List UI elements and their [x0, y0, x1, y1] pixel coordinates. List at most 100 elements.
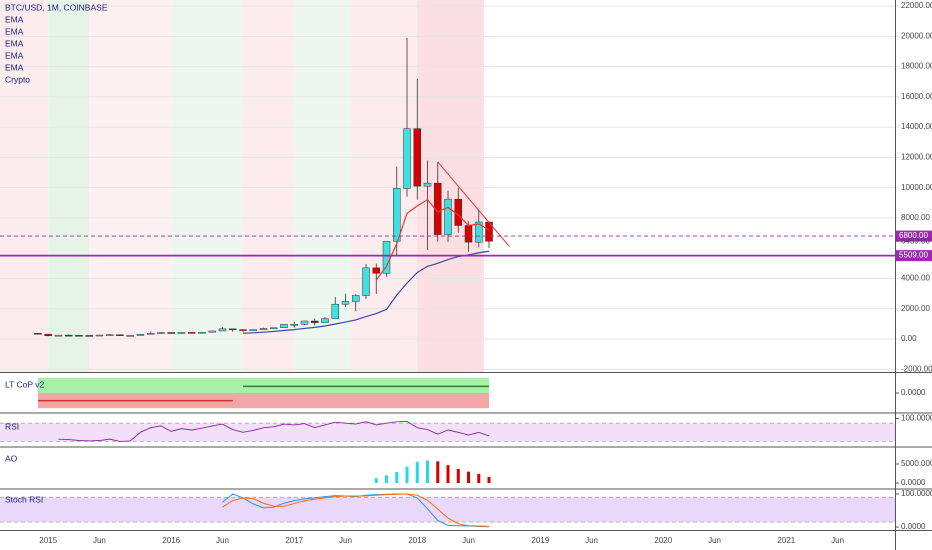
trendline — [437, 161, 510, 248]
candle-body — [269, 327, 278, 329]
ao-bar — [436, 461, 440, 484]
x-tick-label: 2016 — [162, 536, 180, 545]
candle-body — [259, 328, 268, 331]
candle-body — [157, 332, 165, 334]
y-tick-label: 10000.00 — [901, 183, 932, 192]
y-tick-label: 22000.00 — [901, 1, 932, 10]
candle-body — [300, 320, 309, 325]
candle-body — [126, 335, 134, 337]
pane-title: LT CoP v2 — [5, 379, 44, 389]
y-tick-label: 20000.00 — [901, 31, 932, 40]
candle-body — [85, 335, 93, 337]
candle-body — [454, 198, 463, 226]
legend-entry: EMA — [5, 14, 24, 24]
indicator-line — [222, 493, 490, 528]
x-tick-label: Jun — [93, 536, 106, 545]
legend-entry: EMA — [5, 26, 24, 36]
x-tick-label: Jun — [831, 536, 844, 545]
candle-body — [341, 301, 350, 305]
ao-bar — [456, 468, 460, 484]
y-tick-label: 2000.00 — [901, 304, 930, 313]
y-tick-label: 0.0000 — [901, 478, 926, 487]
zone — [37, 377, 490, 393]
last-price-label: 6459.00 — [901, 236, 930, 245]
x-tick-label: 2017 — [285, 536, 303, 545]
candle-body — [423, 182, 432, 187]
symbol-title: BTC/USD, 1M, COINBASE — [5, 2, 108, 12]
candle-body — [177, 332, 186, 334]
y-tick-label: 12000.00 — [901, 153, 932, 162]
candle-body — [105, 334, 114, 336]
background-band — [171, 0, 243, 372]
candle-body — [382, 241, 391, 274]
background-band — [0, 0, 49, 372]
y-tick-label: 16000.00 — [901, 92, 932, 101]
ao-bar — [426, 460, 430, 484]
candle-body — [95, 334, 104, 337]
pane-title: Stoch RSI — [5, 494, 43, 504]
pane-title: AO — [5, 453, 18, 463]
y-tick-label: 100.0000 — [901, 414, 932, 423]
candle-body — [34, 333, 42, 335]
candle-body — [331, 303, 339, 319]
candle-body — [116, 334, 124, 336]
candle-body — [146, 333, 155, 335]
ao-bar — [446, 465, 450, 484]
candle-body — [136, 334, 145, 336]
y-tick-label: 14000.00 — [901, 122, 932, 131]
candle-body — [434, 182, 442, 235]
candle-body — [187, 332, 196, 334]
x-tick-label: 2018 — [408, 536, 426, 545]
legend-entry: EMA — [5, 38, 24, 48]
y-tick-label: 0.0000 — [901, 522, 926, 531]
candle-body — [351, 295, 360, 302]
candle-body — [198, 331, 206, 334]
candle-body — [75, 335, 83, 337]
candle-body — [208, 330, 216, 333]
x-tick-label: Jun — [216, 536, 229, 545]
y-tick-label: 18000.00 — [901, 62, 932, 71]
ao-bar — [487, 476, 491, 484]
y-tick-label: 100.0000 — [901, 489, 932, 498]
price-label: 6800.00 — [899, 231, 928, 240]
pane-title: RSI — [5, 421, 19, 431]
y-tick-label: -2000.00 — [901, 364, 932, 373]
x-tick-label: 2015 — [39, 536, 57, 545]
candle-body — [321, 318, 329, 323]
candle-body — [218, 328, 227, 332]
candle-body — [290, 324, 298, 326]
candle-body — [54, 334, 63, 337]
indicator-line — [58, 420, 490, 442]
candle-body — [444, 198, 452, 235]
candle-body — [239, 329, 247, 331]
y-tick-label: 5000.0000 — [901, 459, 932, 468]
ao-bar — [467, 471, 471, 484]
y-tick-label: 8000.00 — [901, 213, 930, 222]
price-label-box — [896, 250, 932, 262]
x-tick-label: Jun — [339, 536, 352, 545]
ema-line — [375, 198, 490, 281]
candle-body — [167, 332, 175, 334]
y-tick-label: 4000.00 — [901, 274, 930, 283]
candle-body — [310, 320, 319, 323]
background-band — [48, 0, 90, 372]
ao-bar — [415, 461, 419, 484]
mark-layer — [0, 37, 895, 528]
background-band — [89, 0, 172, 372]
price-label: 5509.00 — [899, 251, 928, 260]
candle-body — [228, 328, 237, 331]
ao-bar — [405, 466, 409, 484]
candle-body — [464, 225, 473, 243]
y-tick-label: 0.0000 — [901, 388, 926, 397]
band — [0, 497, 895, 523]
y-tick-label: 0.00 — [901, 334, 917, 343]
x-tick-label: Jun — [462, 536, 475, 545]
x-tick-label: 2019 — [531, 536, 549, 545]
legend-entry: EMA — [5, 50, 24, 60]
background-band — [294, 0, 351, 372]
candle-body — [362, 267, 370, 296]
x-tick-label: Jun — [585, 536, 598, 545]
price-label-box — [896, 230, 932, 242]
